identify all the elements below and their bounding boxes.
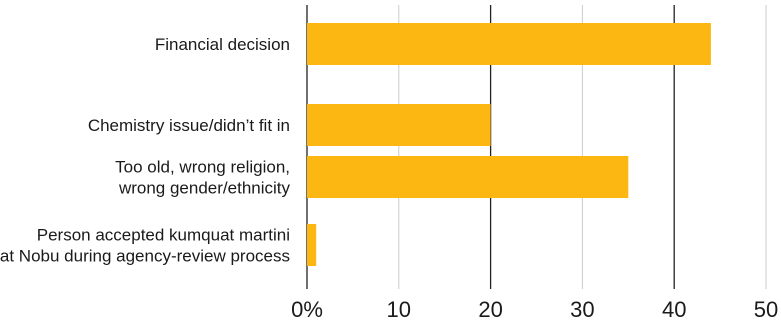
tick-label-50: 50 (754, 297, 778, 322)
bar-1 (307, 104, 491, 146)
category-label-3-0: Person accepted kumquat martini (37, 226, 290, 245)
category-label-1-0: Chemistry issue/didn’t fit in (88, 116, 290, 135)
category-label-0-0: Financial decision (155, 35, 290, 54)
bar-3 (307, 224, 317, 266)
tick-label-20: 20 (478, 297, 502, 322)
tick-label-10: 10 (387, 297, 411, 322)
bars (307, 23, 711, 266)
bar-2 (307, 156, 629, 198)
category-label-2-0: Too old, wrong religion, (115, 158, 290, 177)
tick-labels: 0% 10 20 30 40 50 (291, 297, 778, 322)
category-labels: Financial decision Chemistry issue/didn’t… (0, 35, 290, 266)
tick-label-0: 0% (291, 297, 323, 322)
category-label-2-1: wrong gender/ethnicity (118, 179, 291, 198)
bar-0 (307, 23, 711, 65)
tick-label-30: 30 (570, 297, 594, 322)
tick-label-40: 40 (662, 297, 686, 322)
category-label-3-1: at Nobu during agency-review process (0, 247, 290, 266)
